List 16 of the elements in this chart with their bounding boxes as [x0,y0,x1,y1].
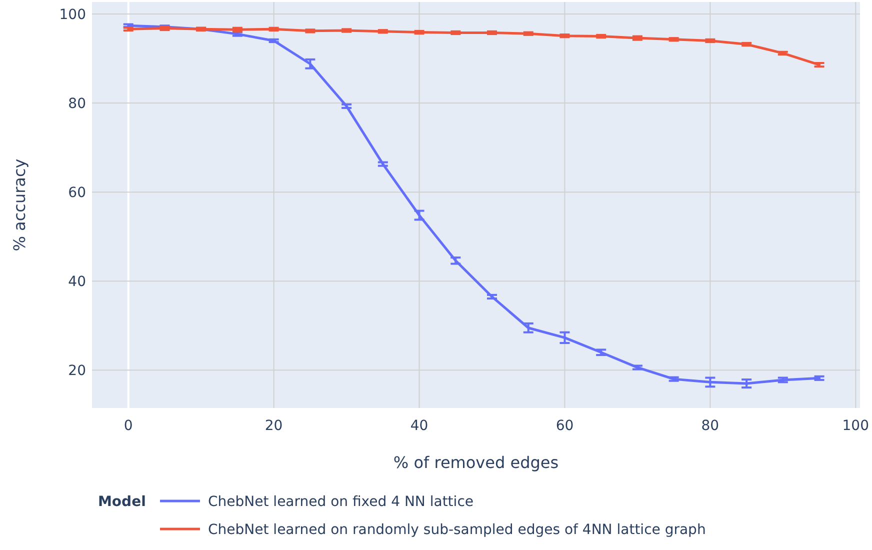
x-tick-label: 80 [701,418,720,434]
y-tick-label: 20 [68,363,86,380]
y-tick-label: 40 [68,274,86,290]
legend-label: ChebNet learned on randomly sub-sampled edges of 4NN lattice graph [208,522,706,538]
legend-label: ChebNet learned on fixed 4 NN lattice [208,494,474,510]
x-tick-label: 20 [264,418,283,434]
x-tick-label: 100 [842,418,870,434]
x-tick-label: 0 [124,418,133,434]
x-tick-label: 60 [556,418,574,434]
y-tick-label: 80 [68,96,86,112]
y-tick-label: 60 [68,184,86,201]
y-tick-label: 100 [59,6,86,23]
x-axis-title: % of removed edges [393,453,559,472]
legend-title: Model [98,494,146,510]
x-tick-label: 40 [410,418,428,434]
y-axis-title: % accuracy [10,158,29,252]
